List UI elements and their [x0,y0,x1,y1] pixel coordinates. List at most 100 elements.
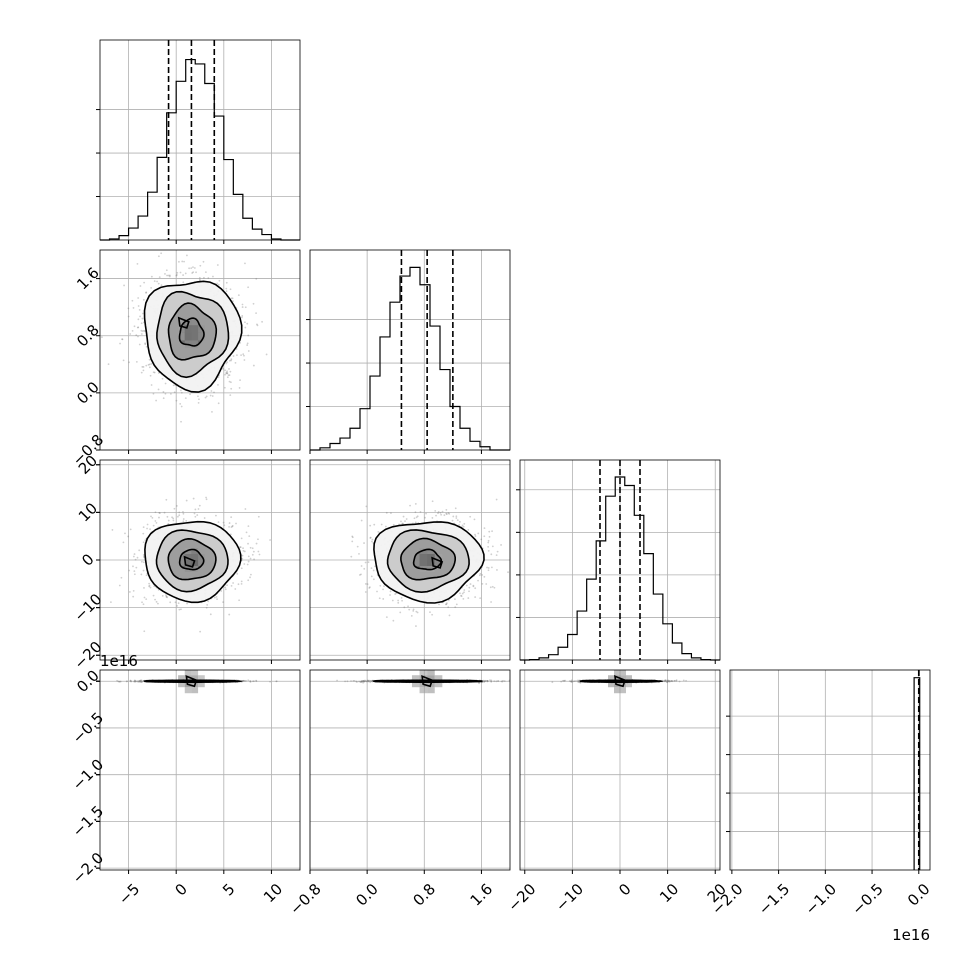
scatter-point [671,680,673,682]
scatter-point [245,679,247,682]
scatter-point [217,521,220,524]
scatter-point [487,549,490,552]
scatter-point [577,679,579,682]
scatter-point [166,515,169,518]
contour-line [167,302,218,361]
scatter-point [424,516,426,519]
scatter-point [664,680,666,682]
scatter-point [209,394,212,397]
scatter-point [571,680,573,683]
x-tick-label: 0.0 [352,880,382,910]
scatter-point [249,557,252,560]
scatter-point [493,586,496,589]
scatter-point [437,512,439,515]
scatter-point [243,550,246,553]
scatter-point [132,555,135,558]
x-tick-label: −1.5 [755,880,793,918]
scatter-point [122,541,125,544]
scatter-point [380,523,383,526]
scatter-point [246,322,249,325]
scatter-point [382,588,384,591]
scatter-point [198,504,201,507]
scatter-point [133,680,136,683]
scatter-point [242,549,245,552]
scatter-point [366,583,369,586]
scatter-point [486,566,488,569]
scatter-point [168,274,171,277]
scatter-point [242,353,245,356]
scatter-point [364,591,367,593]
density-cell [419,687,428,694]
scatter-point [236,354,238,357]
density-cell [411,560,420,566]
scatter-point [573,680,576,683]
scatter-point [240,583,243,585]
scatter-point [230,526,233,529]
scatter-point [163,511,166,514]
contour-line [143,280,243,393]
scatter-point [185,499,188,502]
scatter-point [150,515,152,518]
scatter-point [577,680,579,683]
scatter-point [490,553,493,556]
scatter-point [379,584,382,587]
scatter-point [486,680,489,682]
scatter-point [140,371,143,374]
scatter-point [356,545,359,548]
scatter-point [135,360,138,363]
scatter-point [125,680,128,683]
scatter-point [253,680,255,683]
scatter-point [205,395,208,398]
density-cell [178,560,185,566]
scatter-point [249,680,251,682]
density-cell [198,675,205,682]
histogram-panel-1 [96,39,301,244]
scatter-point [179,402,182,405]
density-cell [184,554,192,560]
scatter-point [412,608,415,611]
scatter-point [247,679,250,682]
scatter-point [192,266,194,269]
scatter-point [378,597,381,600]
scatter-point [224,369,226,372]
density-layer [551,670,687,694]
scatter-point [241,306,244,308]
scatter-point [217,402,220,405]
x-tick-label: 5 [219,880,238,899]
scatter-point [209,613,212,616]
scatter-point [140,560,143,563]
scatter-point [172,519,175,522]
scatter-point [146,527,148,530]
scatter-point [246,344,249,346]
scatter-point [490,601,492,603]
scatter-point [413,517,416,520]
scatter-point [229,394,232,397]
scatter-point [235,522,237,525]
scatter-point [415,625,417,627]
scatter-point [128,569,131,572]
scatter-point [478,574,481,577]
scatter-point [138,309,141,311]
scatter-point [216,264,219,266]
scatter-point [489,679,491,682]
scatter-point [575,680,578,682]
scatter-point [139,285,142,287]
scatter-point [496,550,499,553]
scatter-point [490,680,493,683]
scatter-point [178,514,181,517]
scatter-point [252,364,255,367]
scatter-point [140,681,143,684]
scatter-point [560,680,563,683]
density-cell [620,675,626,682]
scatter-point [240,537,243,540]
scatter-point [488,535,491,538]
scatter-point [662,680,665,682]
scatter-point [247,579,250,582]
scatter-point [255,679,258,682]
scatter-point [467,597,470,599]
scatter-point [247,560,250,563]
scatter-point [217,376,220,379]
scatter-point [180,608,182,611]
scatter-point [165,498,168,501]
scatter-point [126,680,128,683]
